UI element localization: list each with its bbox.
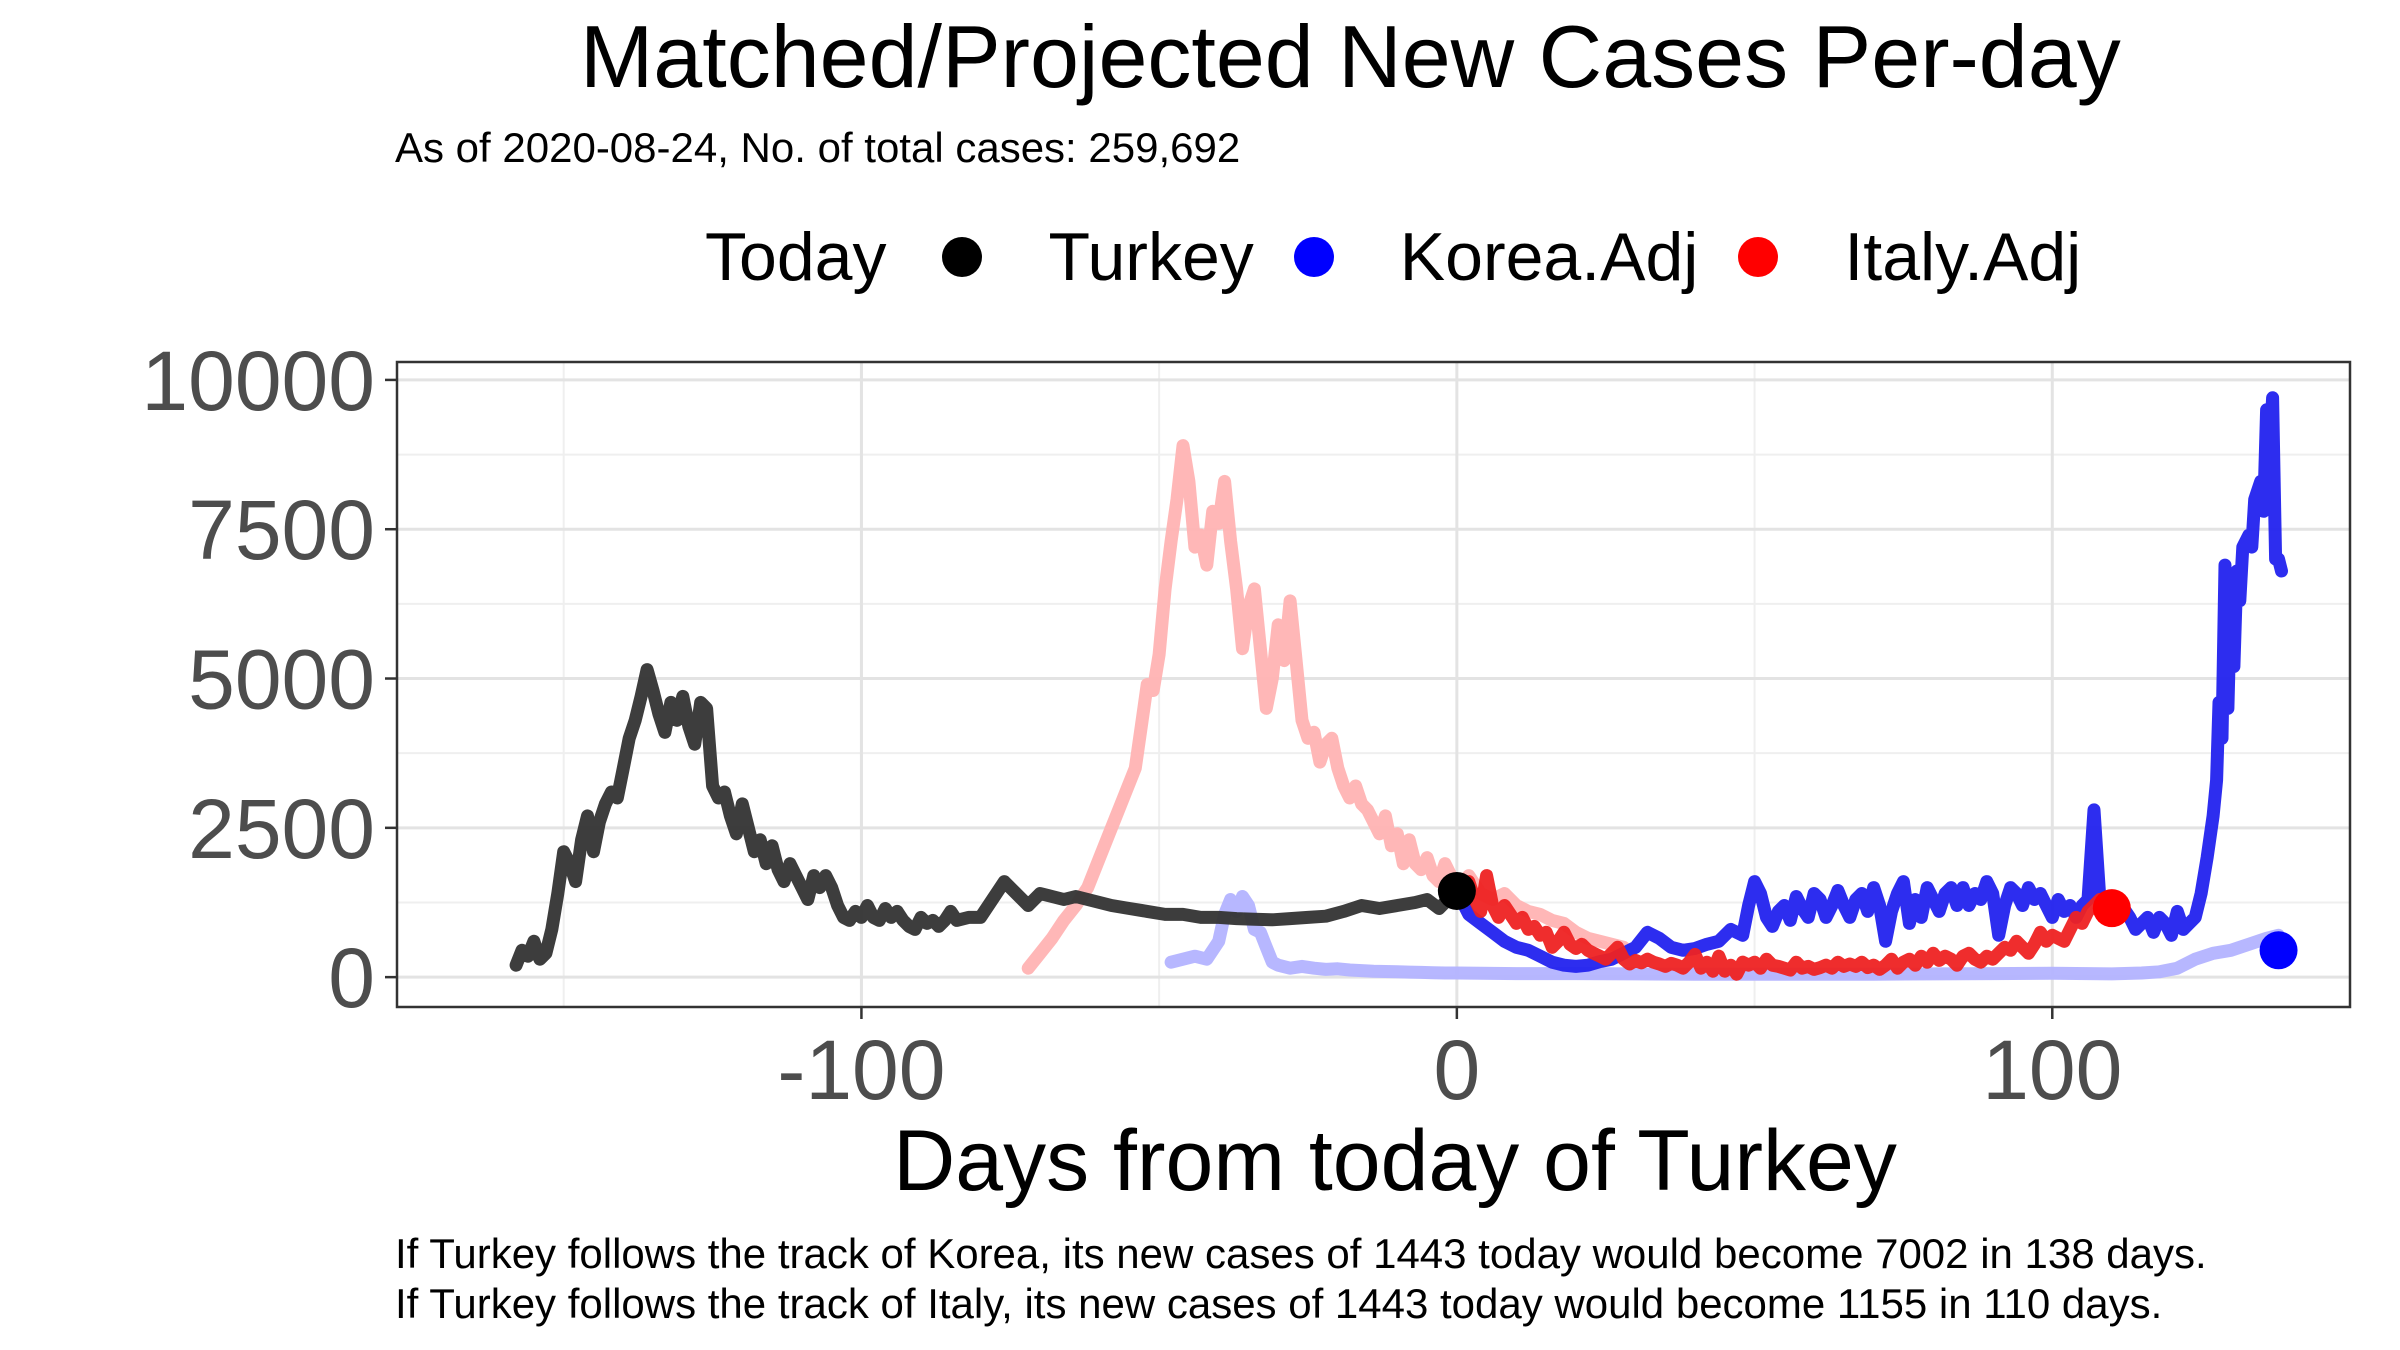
y-tick-label: 5000 [188, 633, 375, 727]
caption-korea: If Turkey follows the track of Korea, it… [395, 1230, 2207, 1277]
chart-subtitle: As of 2020-08-24, No. of total cases: 25… [395, 124, 1241, 171]
y-tick-label: 7500 [188, 483, 375, 577]
plot-panel-border [395, 360, 2352, 1009]
x-tick-label: -100 [777, 1023, 945, 1117]
y-tick-label: 10000 [141, 334, 375, 428]
x-tick-label: 0 [1434, 1023, 1481, 1117]
legend: Today Turkey Korea.Adj Italy.Adj [705, 212, 2121, 302]
today-point-korea-adj [2259, 931, 2298, 970]
legend-item-italy: Italy.Adj [1738, 218, 2081, 296]
legend-label-turkey: Turkey [1048, 219, 1254, 295]
legend-key-italy [1738, 237, 1779, 277]
legend-key-korea [1293, 237, 1334, 277]
caption-italy: If Turkey follows the track of Italy, it… [395, 1280, 2163, 1327]
legend-item-korea: Korea.Adj [1293, 218, 1699, 296]
today-point-turkey [1437, 871, 1476, 910]
series-line-korea-adj-projected [1450, 391, 2288, 973]
line-chart: 0 2500 5000 7500 10000 -100 0 100 Days from tod… [141, 334, 2352, 1209]
legend-label-italy: Italy.Adj [1844, 219, 2082, 295]
series-line-italy-adj-projected [1450, 869, 2119, 981]
x-tick-label: 100 [1982, 1023, 2122, 1117]
series-line-turkey [509, 663, 1464, 972]
y-tick-label: 2500 [188, 782, 375, 876]
chart-title: Matched/Projected New Cases Per-day [580, 7, 2121, 106]
today-points [1437, 871, 2298, 970]
series-line-korea-adj-matched [1164, 890, 2285, 981]
legend-title: Today [705, 219, 887, 295]
x-axis-label: Days from today of Turkey [893, 1113, 1897, 1209]
legend-label-korea: Korea.Adj [1399, 219, 1699, 295]
legend-key-turkey [942, 237, 983, 277]
axes: 0 2500 5000 7500 10000 -100 0 100 [141, 334, 2122, 1117]
y-tick-label: 0 [328, 931, 375, 1025]
legend-item-turkey: Turkey [942, 218, 1254, 296]
today-point-italy-adj [2092, 889, 2131, 928]
